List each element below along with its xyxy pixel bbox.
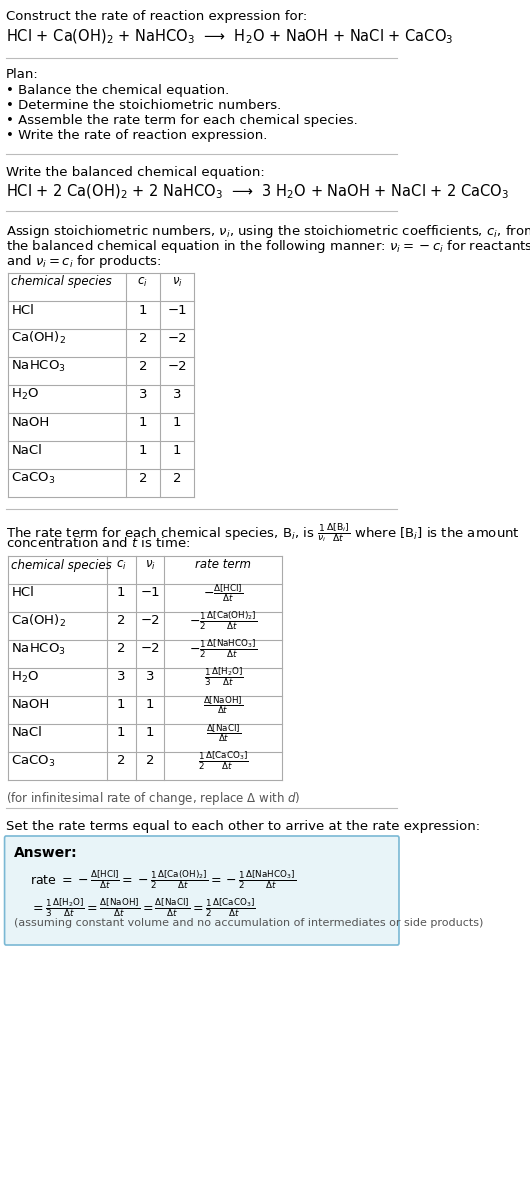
Text: NaHCO$_3$: NaHCO$_3$ <box>12 642 66 656</box>
Text: concentration and $t$ is time:: concentration and $t$ is time: <box>6 536 190 550</box>
Text: NaCl: NaCl <box>12 443 42 456</box>
Text: $-\frac{\Delta[\mathrm{HCl}]}{\Delta t}$: $-\frac{\Delta[\mathrm{HCl}]}{\Delta t}$ <box>204 582 244 604</box>
Text: −1: −1 <box>140 586 160 600</box>
Text: 1: 1 <box>117 698 125 712</box>
Text: the balanced chemical equation in the following manner: $\nu_i = -c_i$ for react: the balanced chemical equation in the fo… <box>6 238 530 255</box>
Text: 1: 1 <box>146 726 154 739</box>
Text: 2: 2 <box>117 643 125 655</box>
Text: and $\nu_i = c_i$ for products:: and $\nu_i = c_i$ for products: <box>6 253 162 270</box>
Text: HCl: HCl <box>12 303 34 317</box>
Text: 1: 1 <box>173 443 181 456</box>
Text: The rate term for each chemical species, B$_i$, is $\frac{1}{\nu_i}\frac{\Delta[: The rate term for each chemical species,… <box>6 521 520 544</box>
Text: chemical species: chemical species <box>12 559 112 572</box>
Text: 1: 1 <box>146 698 154 712</box>
Text: 2: 2 <box>138 360 147 372</box>
Text: NaCl: NaCl <box>12 726 42 739</box>
Text: rate term: rate term <box>196 559 251 572</box>
Text: $\frac{1}{2}\frac{\Delta[\mathrm{CaCO_3}]}{\Delta t}$: $\frac{1}{2}\frac{\Delta[\mathrm{CaCO_3}… <box>198 750 249 772</box>
Text: • Balance the chemical equation.: • Balance the chemical equation. <box>6 84 229 98</box>
Text: 2: 2 <box>173 472 181 484</box>
Text: • Determine the stoichiometric numbers.: • Determine the stoichiometric numbers. <box>6 99 281 112</box>
Text: Write the balanced chemical equation:: Write the balanced chemical equation: <box>6 166 265 179</box>
Text: Ca(OH)$_2$: Ca(OH)$_2$ <box>12 330 67 346</box>
Text: 1: 1 <box>138 443 147 456</box>
Text: $c_i$: $c_i$ <box>137 276 148 289</box>
Text: 2: 2 <box>146 755 154 767</box>
Text: NaOH: NaOH <box>12 415 50 429</box>
Text: 2: 2 <box>117 614 125 627</box>
Text: −2: −2 <box>140 614 160 627</box>
Text: 1: 1 <box>138 303 147 317</box>
Text: 1: 1 <box>117 726 125 739</box>
Text: chemical species: chemical species <box>12 276 112 289</box>
Text: −2: −2 <box>167 331 187 344</box>
Text: (assuming constant volume and no accumulation of intermediates or side products): (assuming constant volume and no accumul… <box>14 917 483 928</box>
Text: $-\frac{1}{2}\frac{\Delta[\mathrm{Ca(OH)_2}]}{\Delta t}$: $-\frac{1}{2}\frac{\Delta[\mathrm{Ca(OH)… <box>189 609 258 632</box>
Text: $c_i$: $c_i$ <box>116 559 127 572</box>
Text: CaCO$_3$: CaCO$_3$ <box>12 471 56 485</box>
Text: HCl + 2 Ca(OH)$_2$ + 2 NaHCO$_3$  ⟶  3 H$_2$O + NaOH + NaCl + 2 CaCO$_3$: HCl + 2 Ca(OH)$_2$ + 2 NaHCO$_3$ ⟶ 3 H$_… <box>6 183 509 201</box>
Text: 3: 3 <box>173 388 181 401</box>
Text: 1: 1 <box>117 586 125 600</box>
Text: H$_2$O: H$_2$O <box>12 386 40 402</box>
Text: rate $= -\frac{\Delta[\mathrm{HCl}]}{\Delta t} = -\frac{1}{2}\frac{\Delta[\mathr: rate $= -\frac{\Delta[\mathrm{HCl}]}{\De… <box>30 868 297 891</box>
Text: $\nu_i$: $\nu_i$ <box>145 559 155 572</box>
Text: 3: 3 <box>138 388 147 401</box>
Text: • Write the rate of reaction expression.: • Write the rate of reaction expression. <box>6 129 268 142</box>
Text: Assign stoichiometric numbers, $\nu_i$, using the stoichiometric coefficients, $: Assign stoichiometric numbers, $\nu_i$, … <box>6 223 530 240</box>
Text: Construct the rate of reaction expression for:: Construct the rate of reaction expressio… <box>6 10 307 23</box>
Text: −1: −1 <box>167 303 187 317</box>
Text: −2: −2 <box>140 643 160 655</box>
Text: • Assemble the rate term for each chemical species.: • Assemble the rate term for each chemic… <box>6 114 358 126</box>
Text: $\frac{\Delta[\mathrm{NaOH}]}{\Delta t}$: $\frac{\Delta[\mathrm{NaOH}]}{\Delta t}$ <box>204 694 244 716</box>
Text: CaCO$_3$: CaCO$_3$ <box>12 754 56 768</box>
Text: NaHCO$_3$: NaHCO$_3$ <box>12 359 66 373</box>
Text: $\frac{\Delta[\mathrm{NaCl}]}{\Delta t}$: $\frac{\Delta[\mathrm{NaCl}]}{\Delta t}$ <box>206 722 241 744</box>
Text: $\frac{1}{3}\frac{\Delta[\mathrm{H_2O}]}{\Delta t}$: $\frac{1}{3}\frac{\Delta[\mathrm{H_2O}]}… <box>204 666 243 689</box>
Text: $= \frac{1}{3}\frac{\Delta[\mathrm{H_2O}]}{\Delta t} = \frac{\Delta[\mathrm{NaOH: $= \frac{1}{3}\frac{\Delta[\mathrm{H_2O}… <box>30 896 256 919</box>
Text: −2: −2 <box>167 360 187 372</box>
Text: 2: 2 <box>117 755 125 767</box>
FancyBboxPatch shape <box>5 836 399 945</box>
Text: Ca(OH)$_2$: Ca(OH)$_2$ <box>12 613 67 628</box>
Text: H$_2$O: H$_2$O <box>12 669 40 685</box>
Text: Answer:: Answer: <box>14 846 77 860</box>
Text: NaOH: NaOH <box>12 698 50 712</box>
Text: 1: 1 <box>173 415 181 429</box>
Text: (for infinitesimal rate of change, replace Δ with $d$): (for infinitesimal rate of change, repla… <box>6 790 301 807</box>
Text: 1: 1 <box>138 415 147 429</box>
Text: $-\frac{1}{2}\frac{\Delta[\mathrm{NaHCO_3}]}{\Delta t}$: $-\frac{1}{2}\frac{\Delta[\mathrm{NaHCO_… <box>189 638 258 660</box>
Text: 2: 2 <box>138 331 147 344</box>
Text: $\nu_i$: $\nu_i$ <box>172 276 182 289</box>
Text: HCl: HCl <box>12 586 34 600</box>
Text: 3: 3 <box>146 671 154 684</box>
Text: HCl + Ca(OH)$_2$ + NaHCO$_3$  ⟶  H$_2$O + NaOH + NaCl + CaCO$_3$: HCl + Ca(OH)$_2$ + NaHCO$_3$ ⟶ H$_2$O + … <box>6 28 454 47</box>
Text: 3: 3 <box>117 671 125 684</box>
Text: Set the rate terms equal to each other to arrive at the rate expression:: Set the rate terms equal to each other t… <box>6 820 480 833</box>
Text: 2: 2 <box>138 472 147 484</box>
Text: Plan:: Plan: <box>6 67 39 81</box>
